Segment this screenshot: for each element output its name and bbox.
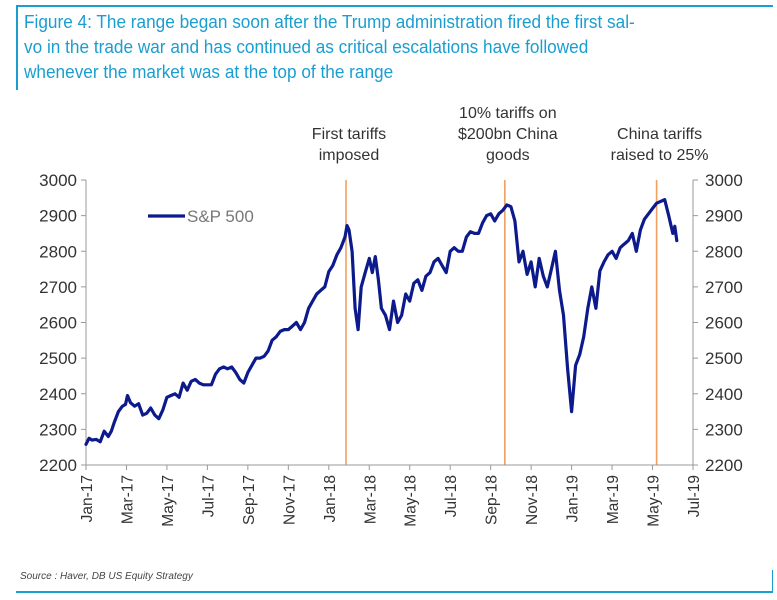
x-tick-label: May-18 xyxy=(403,475,420,527)
figure-frame-top xyxy=(16,5,773,7)
event-lines xyxy=(345,180,658,465)
y-tick-label-left: 2400 xyxy=(39,385,77,404)
x-tick-label: Mar-19 xyxy=(605,475,622,524)
x-tick-label: Sep-17 xyxy=(241,475,258,525)
event-labels: First tariffs imposed 10% tariffs on $200bn… xyxy=(312,105,709,164)
title-line-2: vo in the trade war and has continued as… xyxy=(24,36,589,57)
y-tick-label-right: 2400 xyxy=(705,385,743,404)
figure-frame-left xyxy=(16,5,18,90)
series-group xyxy=(84,198,679,446)
y-tick-label-right: 2700 xyxy=(705,278,743,297)
y-tick-label-right: 2500 xyxy=(705,349,743,368)
y-tick-label-left: 2800 xyxy=(39,242,77,261)
x-tick-label: May-17 xyxy=(160,475,177,527)
event-annotation-line: raised to 25% xyxy=(611,147,709,164)
sp500-line xyxy=(84,198,679,446)
event-annotation-line: China tariffs xyxy=(617,126,702,143)
title-line-3: whenever the market was at the top of th… xyxy=(24,61,394,82)
x-tick-label: Sep-18 xyxy=(484,475,501,525)
y-tick-label-right: 2300 xyxy=(705,420,743,439)
event-annotation-line: $200bn China xyxy=(458,126,558,143)
x-tick-label: Jul-17 xyxy=(200,475,217,517)
x-tick-label: Mar-18 xyxy=(362,475,379,524)
x-tick-label: Mar-17 xyxy=(119,475,136,524)
x-tick-label: Jul-19 xyxy=(686,475,703,517)
axes: 2200 2300 2400 2500 2600 2700 2800 2900 3000 2200… xyxy=(39,171,743,527)
title-line-1: Figure 4: The range began soon after the… xyxy=(24,11,635,32)
x-tick-label: Jan-18 xyxy=(322,475,339,522)
x-tick-label: Jan-19 xyxy=(565,475,582,522)
legend: S&P 500 xyxy=(148,207,254,226)
event-annotation-line: imposed xyxy=(319,147,379,164)
y-tick-label-left: 3000 xyxy=(39,171,77,190)
figure-frame-right xyxy=(772,570,773,593)
event-annotation-line: goods xyxy=(486,147,530,164)
figure-frame-bottom xyxy=(16,591,773,593)
event-annotation-line: 10% tariffs on xyxy=(459,105,557,122)
x-tick-label: Jan-17 xyxy=(79,475,96,522)
legend-label: S&P 500 xyxy=(187,207,254,226)
source-note: Source : Haver, DB US Equity Strategy xyxy=(20,571,193,582)
figure-title: Figure 4: The range began soon after the… xyxy=(24,9,717,84)
y-tick-label-right: 2600 xyxy=(705,314,743,333)
x-tick-label: Nov-17 xyxy=(281,475,298,525)
y-tick-label-left: 2200 xyxy=(39,456,77,475)
y-tick-label-right: 3000 xyxy=(705,171,743,190)
y-tick-label-left: 2300 xyxy=(39,420,77,439)
event-annotation-line: First tariffs xyxy=(312,126,386,143)
x-tick-label: May-19 xyxy=(646,475,663,527)
y-tick-label-right: 2800 xyxy=(705,242,743,261)
x-tick-label: Nov-18 xyxy=(524,475,541,525)
x-tick-label: Jul-18 xyxy=(443,475,460,517)
y-tick-label-left: 2600 xyxy=(39,314,77,333)
y-tick-label-left: 2900 xyxy=(39,207,77,226)
y-tick-label-left: 2500 xyxy=(39,349,77,368)
y-tick-label-right: 2200 xyxy=(705,456,743,475)
y-tick-label-left: 2700 xyxy=(39,278,77,297)
y-tick-label-right: 2900 xyxy=(705,207,743,226)
